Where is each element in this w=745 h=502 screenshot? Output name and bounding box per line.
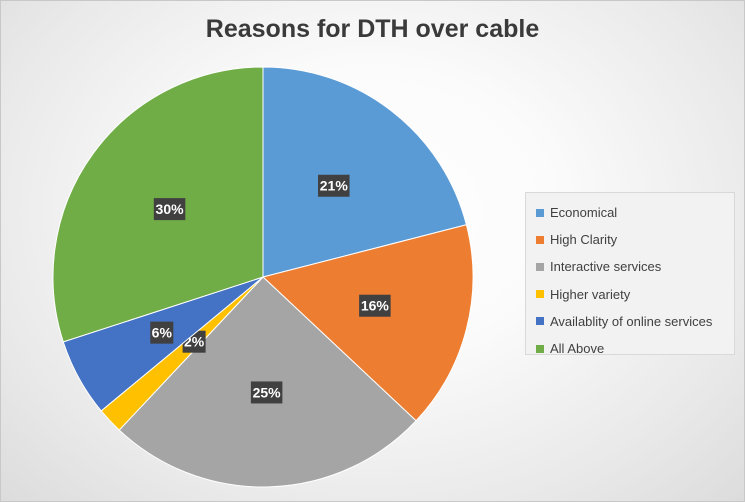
legend-item-higher-variety: Higher variety [536, 281, 734, 308]
svg-text:25%: 25% [253, 384, 282, 400]
legend: Economical High Clarity Interactive servic… [525, 192, 735, 356]
legend-label: All Above [550, 341, 605, 357]
legend-swatch [536, 290, 544, 299]
legend-item-all-above: All Above [536, 335, 734, 362]
legend-item-interactive-services: Interactive services [536, 253, 734, 280]
svg-text:16%: 16% [361, 298, 390, 314]
legend-label: Higher variety [550, 286, 631, 302]
chart-title: Reasons for DTH over cable [205, 15, 540, 43]
legend-swatch [536, 235, 544, 244]
svg-text:30%: 30% [156, 201, 185, 217]
legend-label: Interactive services [550, 259, 662, 275]
legend-swatch [536, 208, 544, 217]
legend-label: High Clarity [550, 232, 618, 248]
pie-slice-economical [262, 66, 468, 278]
data-label-high-clarity: 16% [359, 294, 391, 317]
legend-item-economical: Economical [536, 199, 734, 226]
svg-text:21%: 21% [320, 178, 349, 194]
legend-swatch [536, 344, 544, 353]
pie-slice-high-clarity [261, 224, 474, 422]
data-label-all-above: 30% [153, 198, 186, 221]
data-label-economical: 21% [318, 174, 350, 197]
data-label-availablity-of-online-services: 6% [150, 321, 174, 344]
legend-swatch [536, 317, 544, 326]
legend-item-high-clarity: High Clarity [536, 226, 734, 253]
svg-text:6%: 6% [152, 325, 173, 341]
legend-item-availablity-of-online-services: Availablity of online services [536, 308, 734, 335]
legend-swatch [536, 262, 544, 271]
legend-label: Availablity of online services [550, 313, 713, 329]
legend-label: Economical [550, 205, 618, 221]
data-label-interactive-services: 25% [250, 381, 283, 404]
